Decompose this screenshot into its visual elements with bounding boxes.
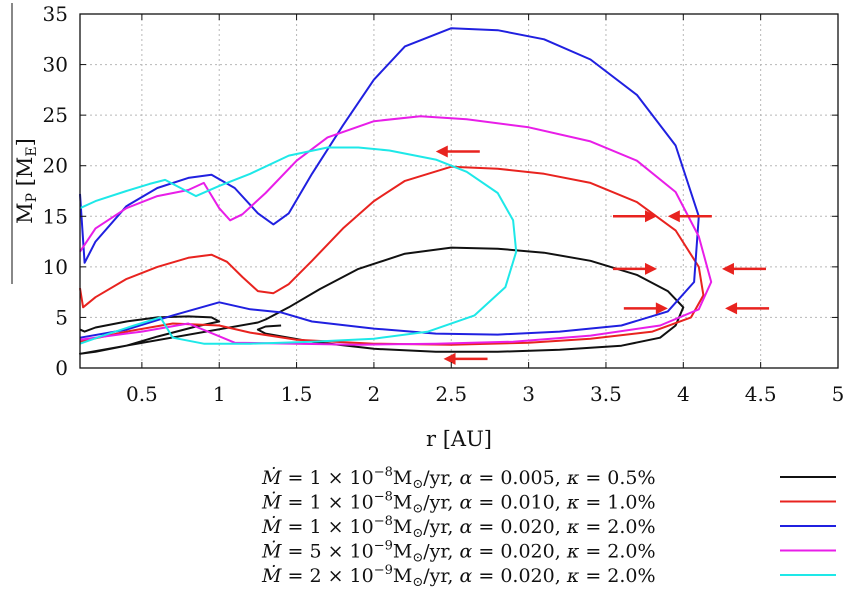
x-tick-label: 1.5 <box>281 382 313 406</box>
x-tick-label: 5 <box>832 382 845 406</box>
legend-entry: Ṁ = 2 × 10−9M⊙/yr, α = 0.020, κ = 2.0% <box>261 563 836 590</box>
series-line-4 <box>79 115 713 346</box>
legend-label: Ṁ = 2 × 10−9M⊙/yr, α = 0.020, κ = 2.0% <box>261 563 656 590</box>
legend-label: Ṁ = 1 × 10−8M⊙/yr, α = 0.005, κ = 0.5% <box>261 465 656 492</box>
x-tick-label: 3.5 <box>590 382 622 406</box>
legend-entry: Ṁ = 1 × 10−8M⊙/yr, α = 0.005, κ = 0.5% <box>261 465 836 492</box>
legend-label: Ṁ = 1 × 10−8M⊙/yr, α = 0.020, κ = 2.0% <box>261 514 656 541</box>
legend-entry: Ṁ = 5 × 10−9M⊙/yr, α = 0.020, κ = 2.0% <box>261 539 836 566</box>
y-tick-label: 0 <box>55 356 68 380</box>
x-tick-label: 2.5 <box>435 382 467 406</box>
x-tick-label: 4.5 <box>745 382 777 406</box>
legend-label: Ṁ = 5 × 10−9M⊙/yr, α = 0.020, κ = 2.0% <box>261 539 656 566</box>
x-tick-label: 2 <box>368 382 381 406</box>
legend-entry: Ṁ = 1 × 10−8M⊙/yr, α = 0.020, κ = 2.0% <box>261 514 836 541</box>
y-tick-label: 30 <box>43 53 68 77</box>
direction-arrow <box>613 210 658 223</box>
y-axis-label: MP [ME] <box>13 138 40 224</box>
grid-lines <box>80 14 838 368</box>
direction-arrow <box>623 302 668 315</box>
plot-frame <box>79 13 839 369</box>
legend-entry: Ṁ = 1 × 10−8M⊙/yr, α = 0.010, κ = 1.0% <box>261 490 836 517</box>
series-line-1 <box>79 246 685 355</box>
x-tick-label: 1 <box>213 382 226 406</box>
tick-labels: 0.5 1 1.5 2 2.5 3 3.5 4 4.5 5 0 5 10 15 20 25 30 35 <box>43 2 845 406</box>
series-line-5 <box>79 146 518 345</box>
x-tick-label: 3 <box>522 382 535 406</box>
y-tick-label: 10 <box>43 255 68 279</box>
x-tick-label: 4 <box>677 382 690 406</box>
x-tick-label: 0.5 <box>126 382 158 406</box>
series-lines <box>79 27 713 355</box>
direction-arrows <box>435 145 770 365</box>
direction-arrow <box>443 352 488 365</box>
direction-arrow <box>613 262 658 275</box>
direction-arrow <box>435 145 480 158</box>
y-tick-label: 25 <box>43 103 68 127</box>
direction-arrow <box>667 210 712 223</box>
x-axis-label: r [AU] <box>426 427 492 451</box>
direction-arrow <box>725 302 770 315</box>
legend: Ṁ = 1 × 10−8M⊙/yr, α = 0.005, κ = 0.5%Ṁ … <box>261 465 836 590</box>
y-tick-label: 20 <box>43 154 68 178</box>
series-line-3 <box>79 27 700 339</box>
series-line-2 <box>79 165 705 346</box>
y-tick-label: 15 <box>43 204 68 228</box>
direction-arrow <box>721 262 766 275</box>
y-axis-label-group: MP [ME] <box>11 3 40 284</box>
y-tick-label: 5 <box>55 305 68 329</box>
y-tick-label: 35 <box>43 2 68 26</box>
legend-label: Ṁ = 1 × 10−8M⊙/yr, α = 0.010, κ = 1.0% <box>261 490 656 517</box>
